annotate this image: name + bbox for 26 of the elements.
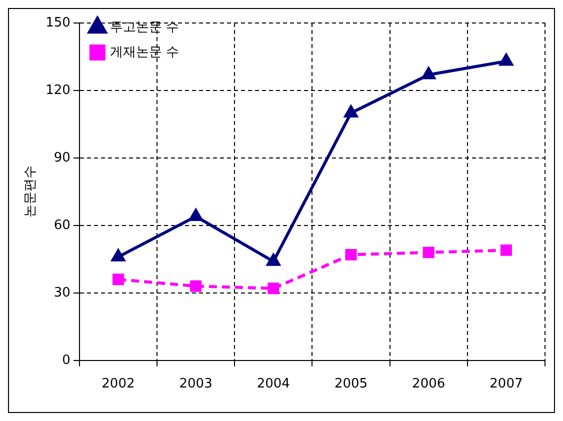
y-tick-label: 0 [62, 352, 70, 368]
y-axis-title: 논문편수 [23, 166, 38, 218]
point [422, 246, 434, 258]
point [112, 249, 125, 262]
x-tick-label: 2007 [490, 376, 523, 392]
point [345, 248, 357, 260]
x-tick-label: 2003 [179, 376, 212, 392]
point [422, 67, 436, 80]
point [266, 254, 280, 266]
point [500, 54, 513, 66]
point [189, 208, 203, 221]
point [190, 280, 202, 292]
point [344, 105, 358, 118]
y-tick-label: 90 [54, 150, 70, 166]
x-tick-label: 2004 [256, 376, 290, 392]
x-tick-label: 2006 [412, 376, 446, 392]
point [112, 274, 124, 286]
point [268, 282, 280, 294]
x-tick-label: 2002 [102, 376, 135, 392]
point [500, 244, 512, 256]
y-tick-label: 30 [54, 285, 70, 300]
x-tick-label: 2005 [334, 376, 368, 392]
y-tick-label: 150 [46, 15, 70, 30]
legend-label: 게재논문 수 [110, 44, 180, 60]
y-tick-label: 120 [46, 82, 70, 98]
y-tick-label: 60 [54, 218, 70, 233]
